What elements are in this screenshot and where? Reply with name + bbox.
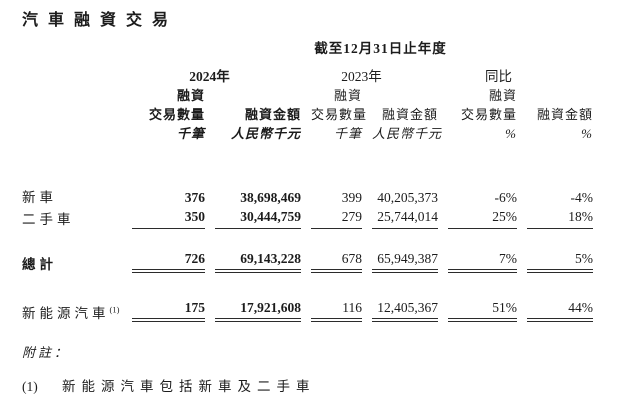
page-title: 汽車融資交易 — [22, 12, 179, 29]
cell-amt-yoy: 5% — [527, 250, 593, 273]
qty-header-2024: 交易數量 — [148, 107, 205, 122]
unit-qty-2024: 千筆 — [176, 126, 205, 141]
row-total: 總計 726 69,143,228 678 65,949,387 7% 5% — [22, 250, 593, 273]
footnote-marker-sup: (1) — [109, 304, 120, 315]
footnotes-label: 附註： — [22, 345, 71, 360]
unit-amt-2023: 人民幣千元 — [372, 126, 443, 141]
cell-amt-2024: 17,921,608 — [215, 299, 301, 322]
subheader-row-1: 融資 融資 融資 — [22, 86, 593, 105]
cell-qty-2024: 175 — [132, 299, 205, 322]
cell-amt-2023: 65,949,387 — [372, 250, 438, 273]
col-group-2023: 2023年 — [341, 69, 382, 84]
cell-amt-yoy: 44% — [527, 299, 593, 322]
cell-qty-2023: 399 — [341, 190, 362, 205]
cell-qty-yoy: 51% — [448, 299, 517, 322]
row-used-car: 二手車 350 30,444,759 279 25,744,014 25% 18… — [22, 208, 593, 229]
period-header: 截至12月31日止年度 — [314, 41, 447, 56]
total-label: 總計 — [22, 257, 57, 272]
cell-amt-2023: 12,405,367 — [372, 299, 438, 322]
cell-amt-2024: 38,698,469 — [240, 190, 301, 205]
cell-qty-yoy: 7% — [448, 250, 517, 273]
cell-qty-2023: 279 — [311, 208, 362, 229]
cell-qty-2023: 678 — [311, 250, 362, 273]
col-group-yoy: 同比 — [485, 69, 512, 84]
footnote-item: (1) 新能源汽車包括新車及二手車 — [22, 379, 631, 394]
amt-header-2023: 融資金額 — [381, 107, 438, 122]
subheader-financing-2023: 融資 — [333, 88, 362, 103]
subheader-financing-yoy: 融資 — [488, 88, 517, 103]
report-page: 汽車融資交易 截至12月31日止年度 2024年 2023年 同比 融資 融資 … — [0, 10, 631, 394]
cell-qty-yoy: -6% — [494, 190, 518, 205]
nev-label: 新能源汽車 — [22, 306, 110, 321]
col-group-2024: 2024年 — [189, 69, 230, 84]
amt-header-yoy: 融資金額 — [536, 107, 593, 122]
row-new-car: 新車 376 38,698,469 399 40,205,373 -6% -4% — [22, 188, 593, 208]
footnote-marker: (1) — [22, 379, 38, 394]
cell-qty-2023: 116 — [311, 299, 362, 322]
cell-amt-2023: 40,205,373 — [377, 190, 438, 205]
auto-financing-table: 截至12月31日止年度 2024年 2023年 同比 融資 融資 融資 交易數量… — [12, 40, 603, 322]
qty-header-2023: 交易數量 — [311, 107, 368, 122]
cell-amt-yoy: -4% — [570, 190, 594, 205]
amt-header-2024: 融資金額 — [244, 107, 301, 122]
unit-amt-2024: 人民幣千元 — [230, 126, 301, 141]
row-label: 新車 — [22, 190, 57, 205]
year-header-row: 2024年 2023年 同比 — [22, 58, 593, 86]
footnotes-section: 附註： (1) 新能源汽車包括新車及二手車 — [22, 345, 631, 395]
cell-qty-yoy: 25% — [448, 208, 517, 229]
unit-pct-amt: % — [581, 126, 593, 141]
cell-qty-2024: 376 — [184, 190, 205, 205]
period-header-row: 截至12月31日止年度 — [22, 40, 593, 58]
subheader-financing-2024: 融資 — [176, 88, 205, 103]
row-nev: 新能源汽車(1) 175 17,921,608 116 12,405,367 5… — [22, 299, 593, 322]
row-label: 二手車 — [22, 212, 75, 227]
cell-amt-2024: 30,444,759 — [215, 208, 301, 229]
cell-qty-2024: 726 — [132, 250, 205, 273]
cell-amt-2023: 25,744,014 — [372, 208, 438, 229]
unit-pct-qty: % — [505, 126, 517, 141]
cell-qty-2024: 350 — [132, 208, 205, 229]
unit-qty-2023: 千筆 — [333, 126, 362, 141]
units-row: 千筆 人民幣千元 千筆 人民幣千元 % % — [22, 124, 593, 143]
cell-amt-yoy: 18% — [527, 208, 593, 229]
footnote-text: 新能源汽車包括新車及二手車 — [62, 379, 316, 394]
subheader-row-2: 交易數量 融資金額 交易數量 融資金額 交易數量 融資金額 — [22, 105, 593, 124]
cell-amt-2024: 69,143,228 — [215, 250, 301, 273]
qty-header-yoy: 交易數量 — [460, 107, 517, 122]
